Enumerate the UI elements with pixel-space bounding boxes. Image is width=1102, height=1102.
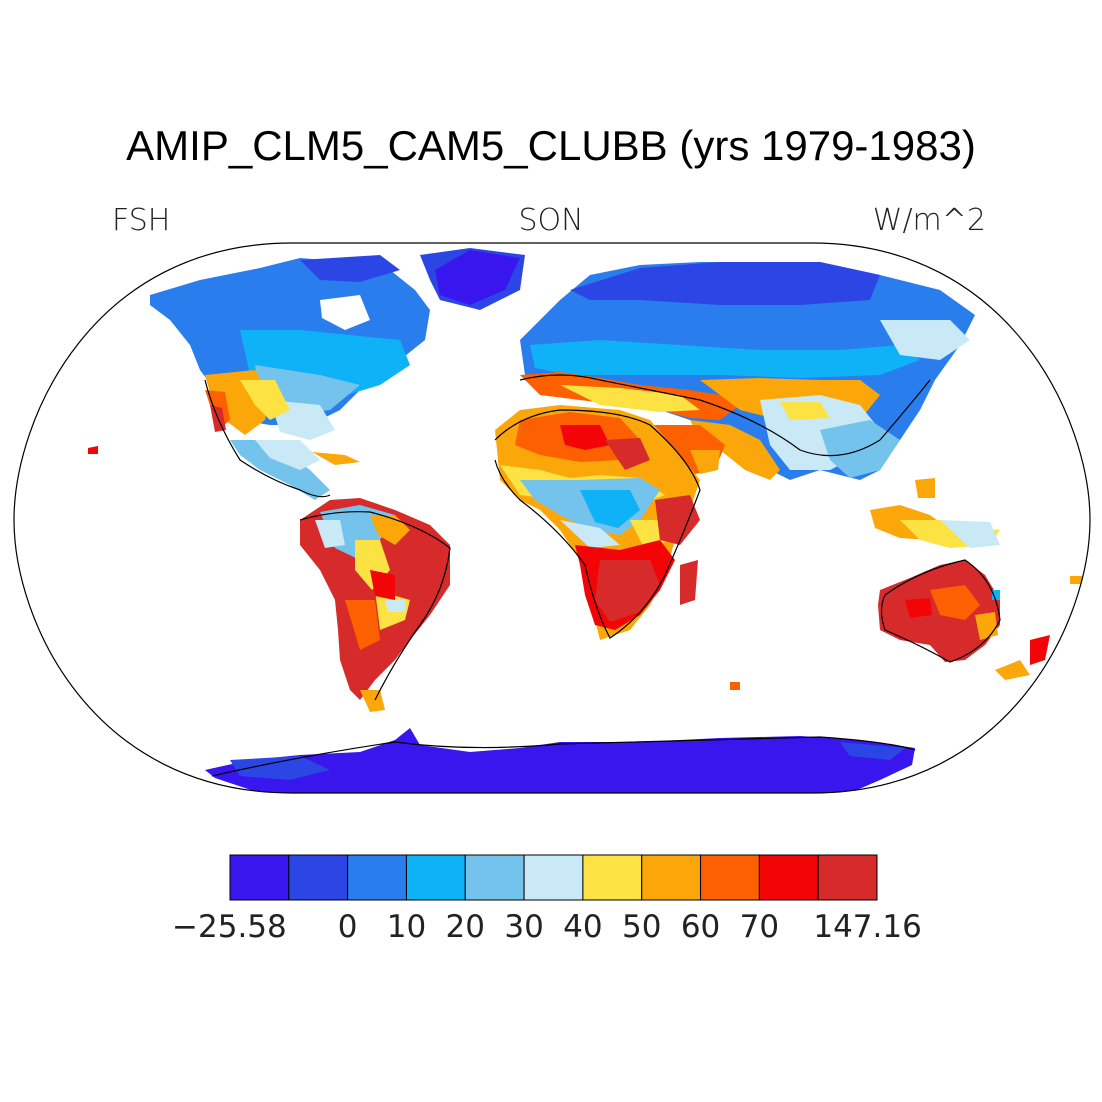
colorbar-tick-label: 147.16 xyxy=(813,909,921,945)
colorbar-tick-label: 10 xyxy=(387,909,426,945)
colorbar-tick-label: 30 xyxy=(504,909,543,945)
variable-label: FSH xyxy=(112,203,171,238)
colorbar-swatch xyxy=(700,854,760,901)
colorbar-swatch xyxy=(641,854,702,901)
colorbar-tick-label: 20 xyxy=(446,909,485,945)
colorbar-swatch xyxy=(288,854,349,901)
colorbar-swatch xyxy=(817,854,878,901)
coastlines xyxy=(204,374,1001,777)
units-label: W/m^2 xyxy=(872,203,986,238)
colorbar-tick-label: 40 xyxy=(563,909,602,945)
colorbar-swatch xyxy=(464,854,525,901)
globe-outline xyxy=(13,242,1091,794)
map-title: AMIP_CLM5_CAM5_CLUBB (yrs 1979-1983) xyxy=(126,122,976,169)
colorbar-tick-label: −25.58 xyxy=(172,909,287,945)
colorbar-swatch xyxy=(347,854,407,901)
colorbar-tick-label: 50 xyxy=(622,909,661,945)
region-antarctica xyxy=(205,728,915,793)
colorbar-tick-labels: −25.58 0 10 20 30 40 50 60 70 147.16 xyxy=(172,909,922,945)
colorbar xyxy=(229,854,878,901)
season-label: SON xyxy=(518,203,584,238)
colorbar-swatch xyxy=(405,854,466,901)
colorbar-tick-label: 70 xyxy=(740,909,779,945)
colorbar-swatch xyxy=(523,854,584,901)
colorbar-swatch xyxy=(229,854,290,901)
colorbar-swatch xyxy=(758,854,819,901)
colorbar-swatch xyxy=(582,854,643,901)
colorbar-tick-label: 0 xyxy=(338,909,358,945)
colorbar-tick-label: 60 xyxy=(681,909,720,945)
